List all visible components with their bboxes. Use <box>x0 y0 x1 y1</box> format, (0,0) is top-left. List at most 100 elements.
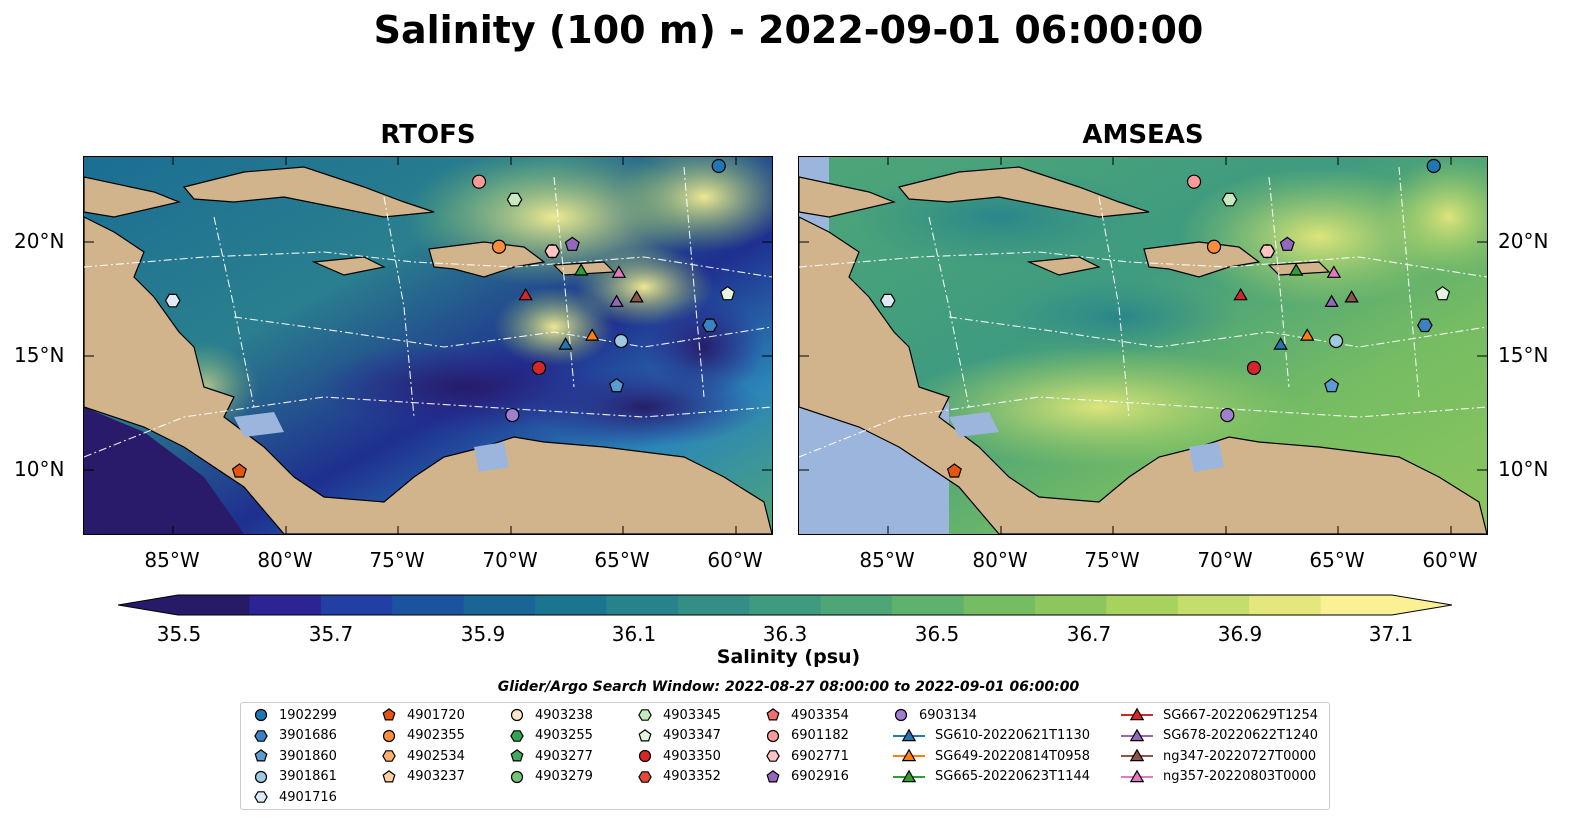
legend-marker <box>893 769 925 782</box>
legend-marker <box>766 729 780 742</box>
platform-marker-3901861[interactable] <box>1328 333 1344 349</box>
platform-marker-SG649-20220814T0958[interactable] <box>1299 328 1315 341</box>
map-amseas[interactable] <box>798 156 1488 535</box>
legend-marker <box>382 708 396 721</box>
legend-item: 4902355 <box>381 726 465 746</box>
legend-label: 3901861 <box>279 769 337 784</box>
platform-marker-SG667-20220629T1254[interactable] <box>518 287 533 301</box>
platform-marker-SG665-20220623T1144[interactable] <box>573 263 589 276</box>
legend-marker <box>510 708 524 722</box>
lon-label-70w-right: 70°W <box>1197 548 1253 572</box>
platform-marker-3901686[interactable] <box>1417 318 1433 333</box>
platform-marker-4903350[interactable] <box>1246 360 1262 376</box>
platform-marker-SG610-20220621T1130[interactable] <box>558 337 573 350</box>
platform-marker-3901686[interactable] <box>702 318 718 333</box>
colorbar-cell <box>1106 595 1179 615</box>
platform-marker-6901182[interactable] <box>1186 174 1202 189</box>
legend-item: 4903352 <box>637 767 721 787</box>
legend-item: SG610-20220621T1130 <box>893 726 1090 746</box>
platform-marker-4903347[interactable] <box>1435 285 1451 301</box>
lon-label-60w-right: 60°W <box>1422 548 1478 572</box>
platform-marker-ng357-20220803T0000[interactable] <box>1326 265 1342 278</box>
platform-marker-6902771[interactable] <box>544 244 561 259</box>
platform-marker-6903134[interactable] <box>505 407 520 423</box>
legend-label: 6903134 <box>919 707 977 723</box>
map-rtofs-svg <box>84 157 772 534</box>
legend-item: 4903238 <box>509 705 593 725</box>
platform-marker-3901861[interactable] <box>613 333 629 349</box>
legend-label: 4903347 <box>663 728 721 743</box>
map-amseas-svg <box>799 157 1487 534</box>
legend-label: 1902299 <box>279 707 337 723</box>
legend-item: SG649-20220814T0958 <box>893 746 1090 766</box>
platform-marker-SG649-20220814T0958[interactable] <box>584 328 600 341</box>
platform-marker-4901716[interactable] <box>164 293 181 308</box>
legend-label: ng357-20220803T0000 <box>1163 769 1317 784</box>
colorbar-cell <box>963 595 1036 615</box>
legend-marker <box>382 729 396 742</box>
legend-item: 4903347 <box>637 726 721 746</box>
colorbar-cell <box>1249 595 1322 615</box>
platform-marker-4901720[interactable] <box>946 463 962 478</box>
platform-marker-1902299[interactable] <box>1426 158 1441 174</box>
colorbar-extend-low <box>118 595 178 615</box>
legend-marker <box>382 769 396 782</box>
platform-marker-ng357-20220803T0000[interactable] <box>611 265 627 278</box>
platform-marker-4901720[interactable] <box>231 463 247 478</box>
colorbar-tick: 35.5 <box>156 622 202 646</box>
lon-label-70w-left: 70°W <box>482 548 538 572</box>
platform-marker-3901860[interactable] <box>1324 377 1340 393</box>
platform-marker-4903345[interactable] <box>1221 192 1238 207</box>
legend-label: 4902534 <box>407 748 465 764</box>
platform-marker-ng347-20220727T0000[interactable] <box>629 290 644 303</box>
legend-item: 4903255 <box>509 726 593 746</box>
platform-marker-SG610-20220621T1130[interactable] <box>1273 337 1288 350</box>
platform-marker-6903134[interactable] <box>1220 407 1235 423</box>
legend-label: ng347-20220727T0000 <box>1163 748 1317 764</box>
platform-marker-4903347[interactable] <box>720 285 736 301</box>
legend-label: 4902355 <box>407 728 465 743</box>
legend-marker <box>510 729 524 742</box>
legend-item: SG665-20220623T1144 <box>893 767 1090 787</box>
legend-item: 3901860 <box>253 746 337 766</box>
platform-marker-SG678-20220622T1240[interactable] <box>609 294 624 307</box>
platform-marker-6902916[interactable] <box>564 236 580 251</box>
legend-marker <box>766 750 780 762</box>
platform-marker-4902355[interactable] <box>491 239 507 254</box>
platform-marker-SG667-20220629T1254[interactable] <box>1233 287 1248 301</box>
platform-marker-SG665-20220623T1144[interactable] <box>1288 263 1304 276</box>
platform-marker-4903350[interactable] <box>531 360 547 376</box>
colorbar-cell <box>606 595 679 615</box>
lat-label-15n-left: 15°N <box>14 343 65 367</box>
platform-marker-SG678-20220622T1240[interactable] <box>1324 294 1339 307</box>
lon-label-75w-right: 75°W <box>1084 548 1140 572</box>
legend-marker <box>1121 748 1153 762</box>
lon-label-80w-right: 80°W <box>972 548 1028 572</box>
legend-item: 3901686 <box>253 726 337 746</box>
legend-label: 4903255 <box>535 728 593 743</box>
legend-label: SG649-20220814T0958 <box>935 748 1091 764</box>
figure-title: Salinity (100 m) - 2022-09-01 06:00:00 <box>373 8 1204 52</box>
platform-marker-4902355[interactable] <box>1206 239 1222 254</box>
lon-label-80w-left: 80°W <box>257 548 313 572</box>
platform-marker-4903345[interactable] <box>506 192 523 207</box>
map-rtofs[interactable] <box>83 156 773 535</box>
colorbar-extend-high <box>1392 595 1452 615</box>
panel-title-rtofs: RTOFS <box>380 120 476 150</box>
platform-marker-ng347-20220727T0000[interactable] <box>1344 290 1359 303</box>
platform-marker-1902299[interactable] <box>711 158 726 174</box>
legend-marker <box>638 709 652 721</box>
lat-label-10n-left: 10°N <box>14 457 65 481</box>
colorbar-cell <box>749 595 822 615</box>
legend-item: 6902916 <box>765 767 849 787</box>
platform-marker-6902916[interactable] <box>1279 236 1295 251</box>
land <box>799 166 1487 534</box>
legend-label: 4901716 <box>279 789 337 805</box>
colorbar-cell <box>249 595 322 615</box>
platform-marker-4901716[interactable] <box>879 293 896 308</box>
platform-marker-6901182[interactable] <box>471 174 487 189</box>
platform-marker-3901860[interactable] <box>609 377 625 393</box>
lat-label-10n-right: 10°N <box>1498 457 1549 481</box>
platform-marker-6902771[interactable] <box>1259 244 1276 259</box>
colorbar-cell <box>1177 595 1250 615</box>
